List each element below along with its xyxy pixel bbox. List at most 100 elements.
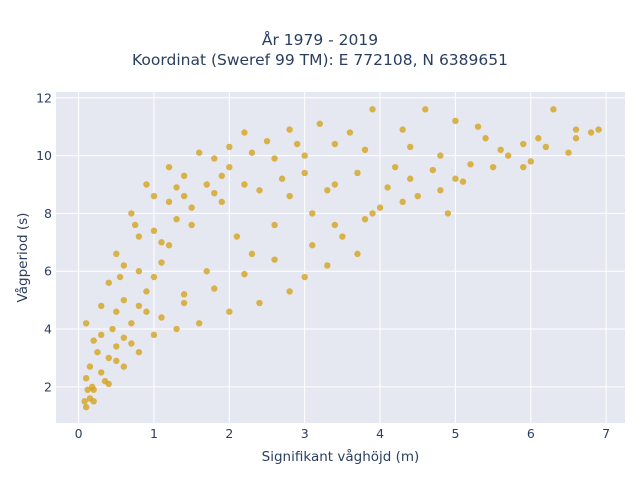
x-tick-label: 4 [376,426,384,441]
data-point [301,169,308,177]
data-point [195,149,203,156]
data-point [572,135,580,142]
y-tick-label: 12 [36,90,52,105]
data-point [188,221,195,229]
data-point [459,178,467,185]
y-tick-label: 2 [44,379,52,394]
data-point [278,175,286,182]
data-point [143,308,150,315]
data-point [128,320,135,327]
data-point [271,221,278,229]
data-point [188,204,195,211]
data-point [165,242,173,249]
data-point [489,163,497,171]
data-point [444,210,452,217]
data-point [437,187,444,194]
data-point [113,357,120,365]
data-point [572,126,580,133]
data-point [286,192,293,200]
data-point [316,120,323,127]
data-point [233,233,241,240]
y-axis-title: Vågperiod (s) [14,213,31,303]
data-point [218,172,226,180]
data-point [143,288,150,295]
data-point [437,152,444,159]
data-point [504,152,512,159]
data-point [520,163,527,171]
data-point [256,187,263,194]
data-point [474,123,482,130]
data-point [165,163,173,171]
x-tick-label: 5 [451,426,459,441]
data-point [218,198,226,206]
data-point [263,137,271,145]
data-point [90,398,97,405]
x-tick-label: 2 [225,426,233,441]
y-axis-ticks: 2 4 6 8 10 12 [36,90,52,394]
data-point [180,172,188,180]
data-point [150,227,158,234]
data-point [467,161,474,168]
data-point [293,140,301,148]
data-point [309,242,316,249]
data-point [271,155,278,162]
data-point [135,348,143,356]
data-point [98,302,105,310]
data-point [203,181,210,188]
data-point [128,210,135,217]
data-point [173,325,180,333]
data-point [120,262,128,269]
data-point [211,285,218,292]
data-point [324,187,331,194]
plot-area [56,92,625,423]
data-point [113,250,120,258]
data-point [241,270,248,278]
data-point [241,181,248,188]
data-point [165,198,173,206]
data-point [98,331,105,339]
data-point [587,129,595,136]
data-point [135,302,143,310]
data-point [135,268,143,275]
data-point [86,363,94,370]
data-point [211,155,218,162]
data-point [128,340,135,347]
data-point [180,192,188,200]
data-point [143,181,150,188]
data-point [120,296,128,304]
data-point [81,398,88,405]
y-tick-label: 8 [44,206,52,221]
data-point [105,279,112,286]
data-point [407,175,414,182]
data-point [542,143,550,151]
data-point [595,126,602,133]
data-point [331,140,339,148]
y-tick-label: 4 [44,322,52,337]
data-point [565,149,572,156]
data-point [203,268,210,275]
data-point [211,189,218,197]
data-point [158,239,165,246]
data-point [482,135,489,142]
data-point [346,129,354,136]
data-point [452,117,459,125]
data-point [331,221,339,229]
x-tick-label: 1 [150,426,158,441]
data-point [354,169,361,177]
data-point [354,250,361,258]
data-point [376,204,384,211]
data-point [452,175,459,182]
data-point [361,146,369,154]
data-point [173,215,180,223]
chart-title-line-2: Koordinat (Sweref 99 TM): E 772108, N 63… [132,51,508,69]
x-tick-label: 6 [527,426,535,441]
data-point [301,152,308,159]
data-point [286,288,293,295]
data-point [158,259,165,266]
data-point [226,163,233,171]
x-axis-ticks: 0 1 2 3 4 5 6 7 [75,426,611,441]
data-point [369,210,376,217]
chart-title-line-1: År 1979 - 2019 [261,31,379,49]
x-tick-label: 3 [301,426,309,441]
